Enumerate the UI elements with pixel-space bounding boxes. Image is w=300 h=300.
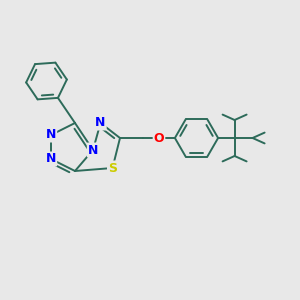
Text: O: O (154, 131, 164, 145)
Text: N: N (46, 152, 56, 166)
Text: N: N (46, 128, 56, 142)
Text: S: S (108, 161, 117, 175)
Text: N: N (95, 116, 106, 130)
Text: N: N (88, 143, 98, 157)
